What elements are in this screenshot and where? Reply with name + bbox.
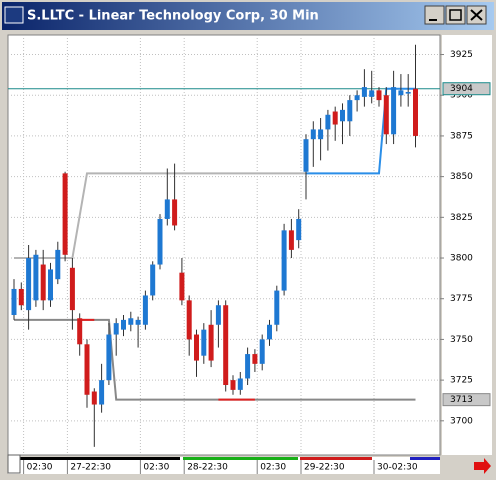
session-strip (20, 457, 180, 460)
candle-body (398, 90, 404, 96)
x-tick-label: 02:30 (260, 463, 286, 473)
y-tick-label: 3925 (450, 50, 473, 60)
candle-body (376, 90, 382, 101)
candle-body (281, 230, 287, 291)
y-tick-label: 3725 (450, 376, 473, 386)
app-icon[interactable] (4, 6, 24, 24)
candle-body (215, 305, 221, 325)
price-label-box (442, 82, 491, 96)
price-axis (442, 35, 492, 455)
candle-body (223, 305, 229, 385)
time-axis (8, 457, 440, 474)
y-tick-label: 3700 (450, 416, 473, 426)
candle-body (354, 95, 360, 101)
candle-body (274, 290, 280, 325)
candle-body (18, 288, 24, 306)
candle-body (237, 378, 243, 390)
candle-body (55, 249, 61, 280)
candle-body (128, 318, 134, 325)
maximize-icon (449, 9, 462, 21)
candle-body (347, 100, 353, 122)
candle-body (150, 264, 156, 296)
candle-body (172, 199, 178, 226)
overlay-line (14, 172, 306, 260)
maximize-button[interactable] (445, 5, 466, 25)
candle-body (245, 354, 251, 379)
price-label: 3904 (450, 84, 473, 94)
candle-body (113, 323, 119, 335)
y-tick-label: 3875 (450, 131, 473, 141)
price-label: 3713 (450, 395, 473, 405)
candle-body (69, 267, 75, 311)
price-label-box (442, 393, 491, 407)
candle-body (99, 380, 105, 405)
candle-body (267, 324, 272, 340)
candle-body (164, 199, 170, 219)
y-tick-label: 3750 (450, 335, 473, 345)
overlay-line (306, 87, 416, 175)
window-buttons (424, 5, 487, 25)
candle-body (288, 230, 294, 250)
candle-body (142, 295, 148, 325)
y-tick-label: 3825 (450, 213, 473, 223)
candle-body (383, 95, 389, 135)
candle-body (194, 334, 199, 361)
candle-body (91, 391, 97, 405)
session-strip (183, 457, 298, 460)
candle-body (77, 318, 83, 345)
y-tick-label: 3775 (450, 294, 473, 304)
candle-body (413, 88, 418, 136)
candle-body (310, 129, 316, 140)
close-icon (470, 9, 483, 21)
candle-body (340, 109, 345, 122)
x-tick-label: 02:30 (27, 463, 53, 473)
candle-body (252, 354, 258, 364)
scroll-box[interactable] (7, 454, 21, 474)
candle-body (121, 319, 126, 330)
title-bar (2, 2, 494, 30)
y-tick-label: 3900 (450, 91, 473, 101)
candle-body (186, 300, 192, 340)
candle-body (296, 218, 302, 241)
plot-area (7, 34, 441, 456)
candle-body (62, 173, 68, 255)
candle-body (361, 87, 367, 97)
window-title: S.LLTC - Linear Technology Corp, 30 Min (27, 9, 319, 24)
candle-body (230, 380, 236, 390)
candle-body (208, 324, 214, 361)
candle-body (157, 218, 163, 265)
candle-body (391, 87, 397, 135)
candle-body (179, 272, 185, 301)
x-tick-label: 29-22:30 (304, 463, 345, 473)
session-strip (300, 457, 372, 460)
x-tick-label: 30-02:30 (377, 463, 418, 473)
session-strip (410, 457, 440, 460)
candle-body (325, 114, 331, 130)
candle-body (26, 258, 32, 311)
candle-body (405, 91, 411, 94)
candle-body (84, 344, 90, 395)
x-tick-label: 02:30 (143, 463, 169, 473)
y-tick-label: 3800 (450, 254, 473, 264)
x-tick-label: 27-22:30 (70, 463, 111, 473)
candle-body (40, 264, 46, 301)
candle-body (369, 90, 375, 97)
candle-body (201, 329, 207, 356)
candle-body (303, 139, 309, 172)
candle-body (259, 339, 265, 364)
scroll-right-arrow[interactable] (474, 458, 491, 474)
candle-body (332, 111, 338, 125)
candle-body (106, 334, 112, 381)
chart: 3700 3725 3750 3775 3800 3825 3850 3875 3900 3925… (8, 35, 491, 474)
x-tick-label: 28-22:30 (187, 463, 228, 473)
candle-body (11, 288, 17, 315)
candle-body (33, 254, 39, 301)
candle-body (318, 129, 324, 140)
candle-body (135, 319, 141, 325)
candle-body (48, 269, 53, 301)
minimize-button[interactable] (424, 5, 445, 25)
y-tick-label: 3850 (450, 172, 473, 182)
